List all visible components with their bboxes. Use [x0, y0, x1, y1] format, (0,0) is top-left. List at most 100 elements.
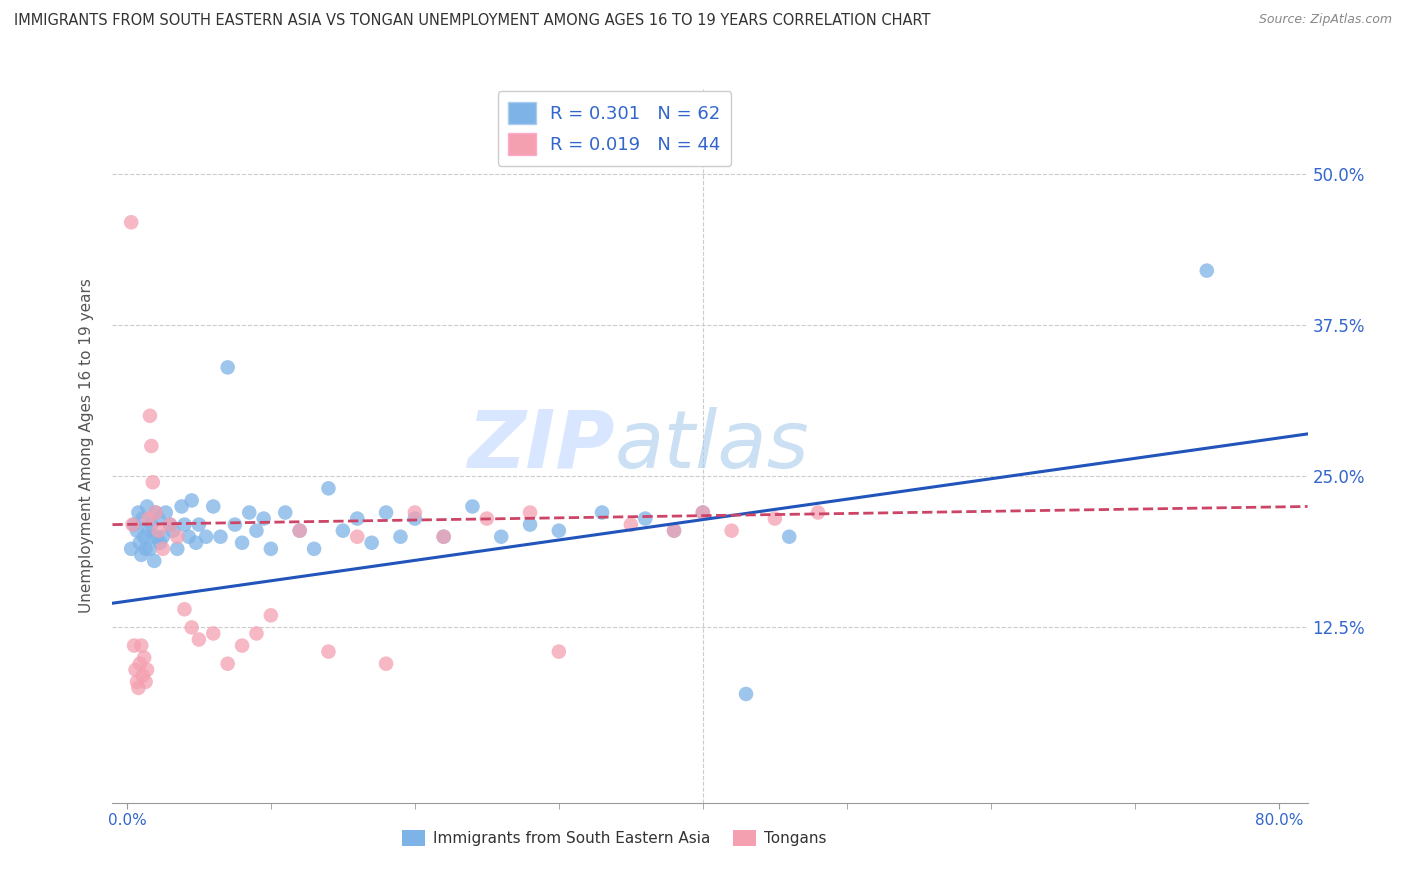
Point	[318, 481, 340, 495]
Point	[620, 517, 643, 532]
Point	[547, 645, 569, 659]
Point	[122, 517, 145, 532]
Point	[120, 215, 142, 229]
Point	[149, 535, 172, 549]
Point	[152, 541, 174, 556]
Point	[519, 506, 541, 520]
Point	[245, 524, 267, 538]
Point	[209, 530, 232, 544]
Point	[132, 511, 155, 525]
Point	[389, 530, 412, 544]
Point	[231, 639, 253, 653]
Point	[135, 541, 157, 556]
Point	[142, 530, 165, 544]
Point	[159, 517, 181, 532]
Point	[433, 530, 456, 544]
Point	[375, 506, 398, 520]
Point	[145, 506, 167, 520]
Point	[202, 626, 225, 640]
Point	[121, 517, 143, 532]
Point	[173, 602, 195, 616]
Point	[166, 530, 188, 544]
Point	[288, 524, 311, 538]
Point	[177, 530, 200, 544]
Point	[184, 535, 207, 549]
Point	[124, 663, 146, 677]
Y-axis label: Unemployment Among Ages 16 to 19 years: Unemployment Among Ages 16 to 19 years	[79, 278, 94, 614]
Point	[132, 669, 155, 683]
Point	[127, 506, 149, 520]
Point	[360, 535, 382, 549]
Point	[662, 524, 685, 538]
Text: IMMIGRANTS FROM SOUTH EASTERN ASIA VS TONGAN UNEMPLOYMENT AMONG AGES 16 TO 19 YE: IMMIGRANTS FROM SOUTH EASTERN ASIA VS TO…	[14, 13, 931, 29]
Point	[318, 645, 340, 659]
Point	[404, 506, 426, 520]
Point	[125, 524, 148, 538]
Point	[332, 524, 354, 538]
Point	[128, 535, 150, 549]
Point	[139, 541, 162, 556]
Point	[122, 639, 145, 653]
Point	[634, 511, 657, 525]
Point	[1195, 263, 1218, 277]
Point	[475, 511, 498, 525]
Point	[170, 500, 193, 514]
Point	[136, 500, 159, 514]
Point	[720, 524, 742, 538]
Point	[302, 541, 325, 556]
Point	[129, 548, 152, 562]
Point	[155, 506, 177, 520]
Point	[778, 530, 800, 544]
Point	[375, 657, 398, 671]
Point	[238, 506, 260, 520]
Text: atlas: atlas	[614, 407, 810, 485]
Point	[346, 530, 368, 544]
Point	[187, 517, 209, 532]
Point	[202, 500, 225, 514]
Point	[173, 517, 195, 532]
Point	[162, 524, 184, 538]
Point	[231, 535, 253, 549]
Point	[129, 639, 152, 653]
Point	[519, 517, 541, 532]
Point	[433, 530, 456, 544]
Point	[145, 506, 167, 520]
Point	[148, 511, 170, 525]
Point	[260, 541, 283, 556]
Point	[138, 524, 160, 538]
Point	[491, 530, 513, 544]
Point	[692, 506, 714, 520]
Point	[134, 530, 156, 544]
Point	[217, 657, 239, 671]
Point	[146, 530, 169, 544]
Point	[138, 511, 160, 525]
Point	[180, 493, 202, 508]
Point	[120, 541, 142, 556]
Text: Source: ZipAtlas.com: Source: ZipAtlas.com	[1258, 13, 1392, 27]
Point	[166, 541, 188, 556]
Point	[148, 524, 170, 538]
Point	[763, 511, 786, 525]
Point	[152, 530, 174, 544]
Point	[128, 657, 150, 671]
Point	[591, 506, 613, 520]
Point	[245, 626, 267, 640]
Point	[187, 632, 209, 647]
Point	[404, 511, 426, 525]
Point	[180, 620, 202, 634]
Point	[127, 681, 149, 695]
Point	[288, 524, 311, 538]
Point	[547, 524, 569, 538]
Point	[141, 517, 163, 532]
Point	[139, 409, 162, 423]
Point	[195, 530, 218, 544]
Text: ZIP: ZIP	[467, 407, 614, 485]
Point	[662, 524, 685, 538]
Point	[136, 663, 159, 677]
Point	[807, 506, 830, 520]
Point	[346, 511, 368, 525]
Point	[461, 500, 484, 514]
Point	[135, 674, 157, 689]
Point	[253, 511, 276, 525]
Point	[143, 554, 166, 568]
